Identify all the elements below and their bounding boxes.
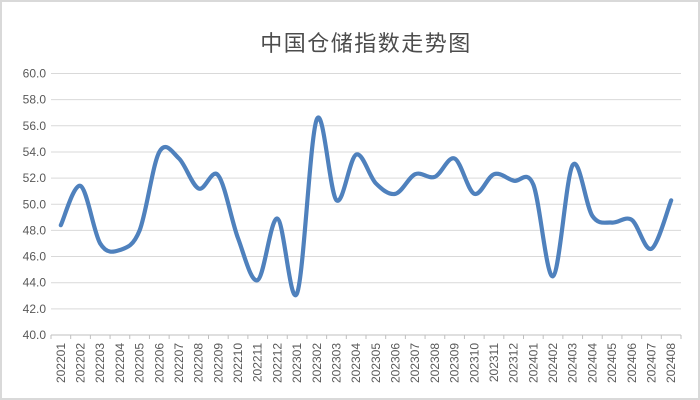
x-axis-label: 202203: [93, 343, 107, 383]
x-axis-label: 202407: [644, 343, 658, 383]
x-axis-label: 202312: [507, 343, 521, 383]
x-axis-label: 202301: [290, 343, 304, 383]
y-axis-label: 44.0: [23, 276, 47, 290]
x-axis-label: 202401: [526, 343, 540, 383]
y-axis-label: 42.0: [23, 302, 47, 316]
x-axis-label: 202210: [231, 343, 245, 383]
x-axis-label: 202404: [585, 343, 599, 383]
x-axis-label: 202209: [211, 343, 225, 383]
x-axis-label: 202205: [133, 343, 147, 383]
x-axis-label: 202307: [408, 343, 422, 383]
x-axis-label: 202310: [467, 343, 481, 383]
y-axis-label: 46.0: [23, 250, 47, 264]
y-axis-label: 56.0: [23, 119, 47, 133]
y-axis-label: 40.0: [23, 328, 47, 342]
x-axis-label: 202405: [605, 343, 619, 383]
y-axis-label: 58.0: [23, 93, 47, 107]
x-axis-label: 202201: [54, 343, 68, 383]
x-axis-label: 202303: [329, 343, 343, 383]
y-axis-label: 52.0: [23, 171, 47, 185]
x-axis-label: 202306: [389, 343, 403, 383]
x-axis-label: 202206: [152, 343, 166, 383]
series-line: [58, 115, 674, 298]
y-axis-label: 54.0: [23, 145, 47, 159]
x-axis-label: 202402: [546, 343, 560, 383]
x-axis-label: 202403: [566, 343, 580, 383]
x-axis-label: 202207: [172, 343, 186, 383]
x-axis-label: 202204: [113, 343, 127, 383]
x-axis-label: 202406: [625, 343, 639, 383]
x-axis-label: 202208: [192, 343, 206, 383]
x-axis-label: 202311: [487, 343, 501, 382]
y-axis-label: 48.0: [23, 223, 47, 237]
chart-title: 中国仓储指数走势图: [260, 31, 472, 56]
x-axis-label: 202302: [310, 343, 324, 383]
x-axis-label: 202309: [448, 343, 462, 383]
x-axis-label: 202305: [369, 343, 383, 383]
y-axis-label: 50.0: [23, 197, 47, 211]
y-axis-label: 60.0: [23, 67, 47, 81]
x-axis-label: 202212: [270, 343, 284, 383]
x-axis-label: 202408: [664, 343, 678, 383]
x-axis-label: 202308: [428, 343, 442, 383]
x-axis-label: 202202: [74, 343, 88, 383]
x-axis-label: 202304: [349, 343, 363, 383]
x-axis-label: 202211: [251, 343, 265, 382]
